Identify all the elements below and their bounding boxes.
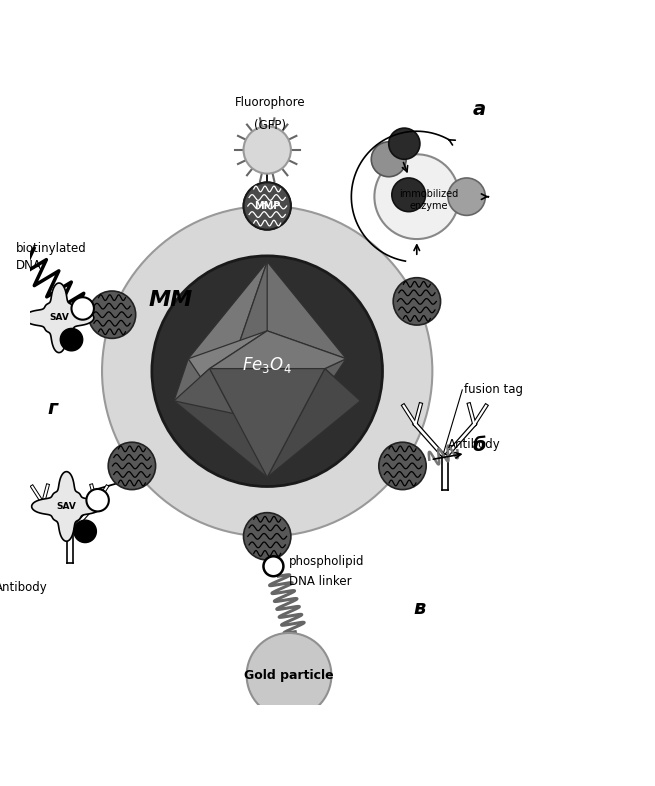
Circle shape [152, 256, 383, 487]
Text: Antibody: Antibody [0, 581, 48, 594]
Text: Fluorophore: Fluorophore [235, 97, 306, 109]
Polygon shape [218, 262, 316, 404]
Circle shape [102, 206, 432, 536]
Polygon shape [174, 358, 267, 421]
Text: Gold particle: Gold particle [244, 669, 334, 681]
Polygon shape [267, 262, 346, 358]
Polygon shape [267, 401, 360, 477]
Polygon shape [267, 262, 346, 404]
Circle shape [392, 178, 426, 211]
Polygon shape [267, 369, 360, 477]
Circle shape [244, 512, 291, 560]
Polygon shape [174, 401, 267, 477]
Text: в: в [414, 598, 426, 618]
Circle shape [244, 127, 291, 174]
Text: phospholipid: phospholipid [289, 555, 365, 567]
Polygon shape [31, 472, 102, 542]
Text: DNA: DNA [15, 259, 41, 272]
Circle shape [244, 182, 291, 230]
Text: (GFP): (GFP) [254, 119, 286, 132]
Text: Fe$_3$O$_4$: Fe$_3$O$_4$ [242, 355, 292, 375]
Polygon shape [210, 331, 346, 369]
Text: DNA linker: DNA linker [289, 575, 352, 589]
Polygon shape [210, 369, 325, 477]
Circle shape [448, 178, 485, 215]
Circle shape [263, 556, 284, 576]
Circle shape [375, 154, 459, 239]
Circle shape [244, 182, 291, 230]
Polygon shape [188, 262, 267, 404]
Text: biotinylated: biotinylated [15, 243, 86, 255]
Polygon shape [188, 262, 267, 358]
Circle shape [86, 489, 109, 512]
Text: MM: MM [149, 289, 193, 310]
Circle shape [108, 443, 156, 490]
Circle shape [393, 277, 441, 325]
Circle shape [71, 297, 94, 320]
Circle shape [247, 633, 331, 718]
Text: Antibody: Antibody [448, 438, 500, 450]
Polygon shape [316, 358, 360, 404]
Text: г: г [47, 399, 57, 418]
Circle shape [379, 443, 426, 490]
Text: а: а [472, 100, 485, 119]
Polygon shape [24, 283, 94, 353]
Polygon shape [174, 331, 267, 401]
Text: immobilized
enzyme: immobilized enzyme [400, 189, 459, 211]
Polygon shape [174, 369, 267, 477]
Text: MMP: MMP [254, 201, 280, 211]
Circle shape [60, 329, 83, 351]
Circle shape [88, 291, 136, 339]
Text: SAV: SAV [56, 502, 77, 511]
Text: SAV: SAV [49, 314, 69, 322]
Circle shape [388, 128, 420, 160]
Circle shape [371, 141, 406, 177]
Text: fusion tag: fusion tag [464, 384, 523, 396]
Circle shape [74, 520, 96, 542]
Polygon shape [218, 401, 360, 421]
Text: б: б [472, 436, 486, 455]
